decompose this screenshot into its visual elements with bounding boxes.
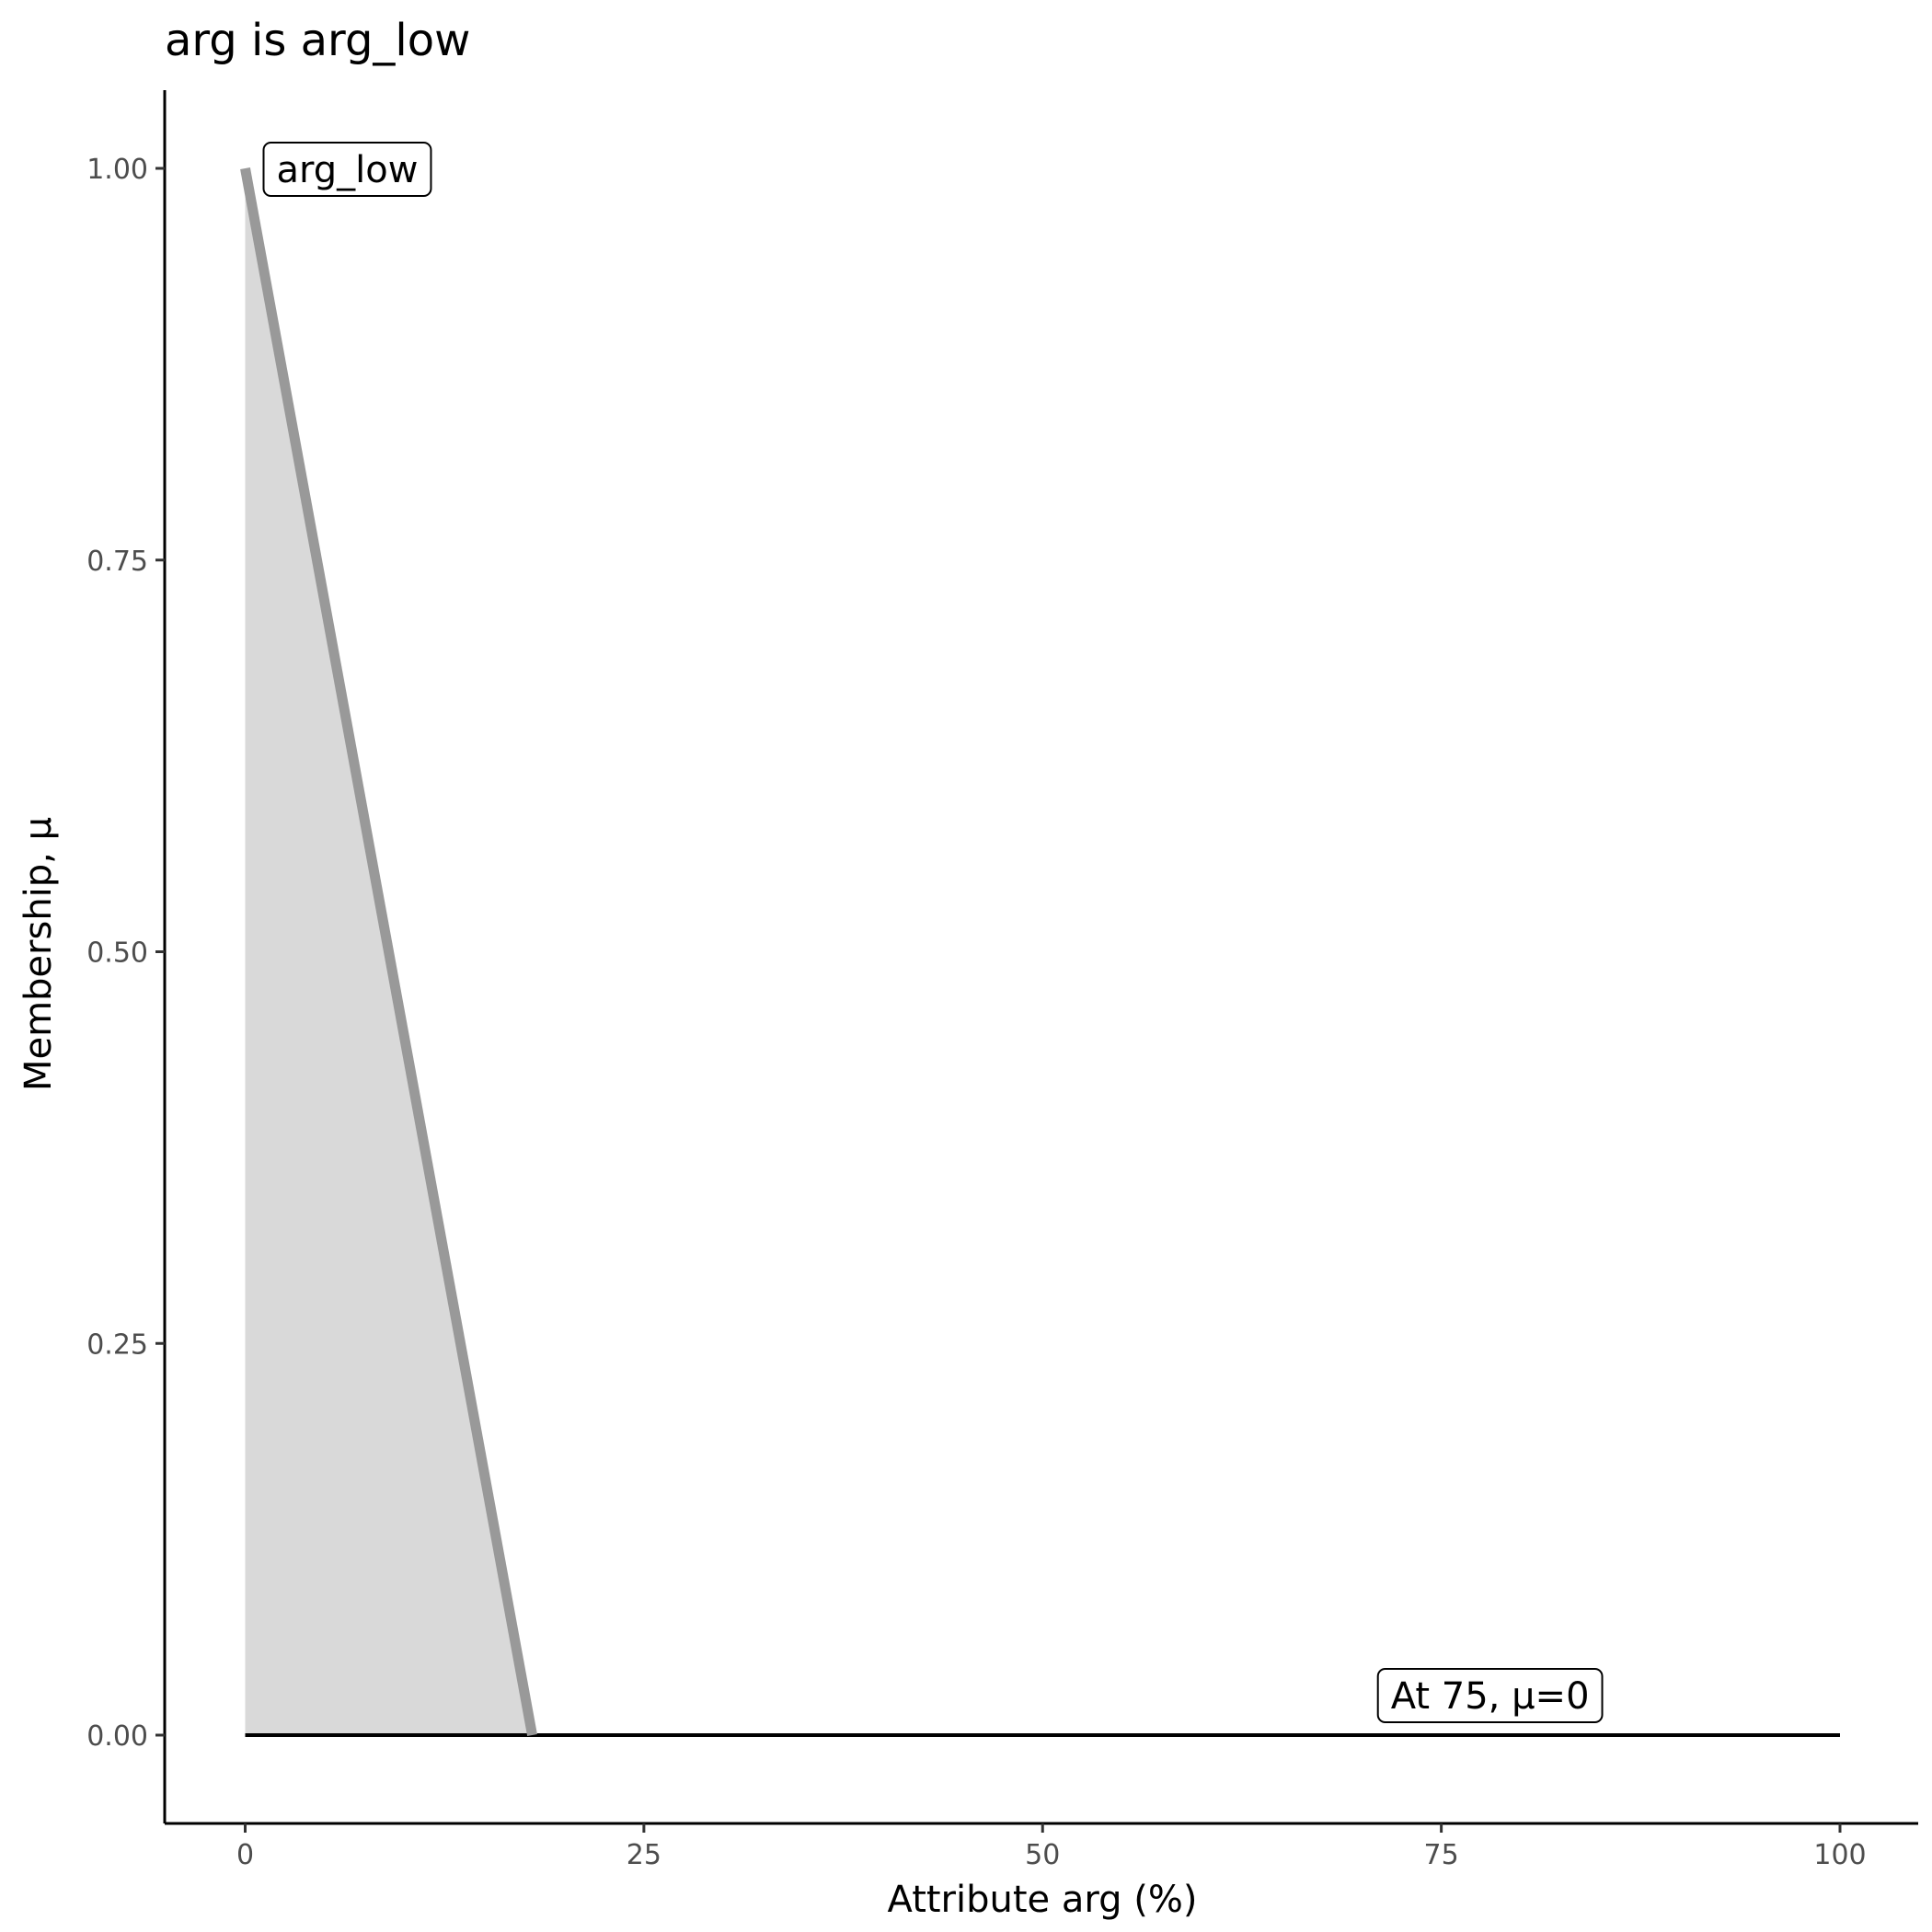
y-tick-label: 1.00 (86, 154, 148, 186)
y-tick-label: 0.25 (86, 1328, 148, 1361)
chart-title: arg is arg_low (165, 15, 470, 66)
x-axis-label: Attribute arg (%) (888, 1879, 1198, 1921)
y-tick-label: 0.50 (86, 937, 148, 970)
plot-area: 0 25 50 75 100 0.00 0.25 0.50 0.75 1.00 arg_low At … (86, 90, 1918, 1871)
y-tick-label: 0.75 (86, 546, 148, 578)
x-tick-label: 75 (1424, 1839, 1459, 1871)
y-axis-label: Membership, μ (17, 817, 60, 1091)
x-tick-label: 0 (236, 1839, 254, 1871)
y-tick-label: 0.00 (86, 1720, 148, 1753)
x-tick-label: 50 (1025, 1839, 1060, 1871)
membership-line (240, 167, 537, 1736)
x-tick-label: 25 (627, 1839, 661, 1871)
annotation-label-box (1376, 1668, 1604, 1723)
x-tick-label: 100 (1813, 1839, 1866, 1871)
annotation-label-text: At 75, μ=0 (1391, 1675, 1590, 1718)
annotation-label-text: arg_low (277, 149, 419, 191)
annotation-label-box (262, 142, 432, 197)
